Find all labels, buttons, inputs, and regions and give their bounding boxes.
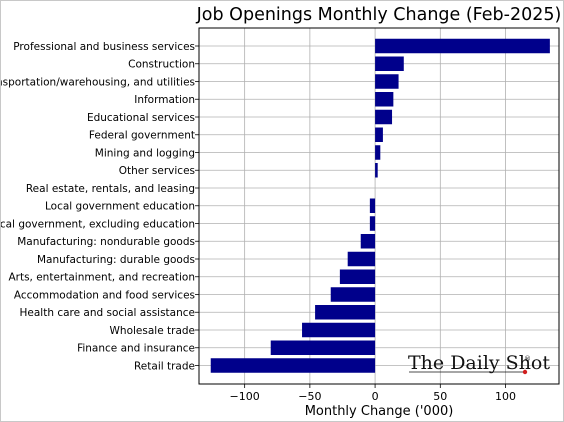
category-label: Retail trade bbox=[134, 360, 195, 372]
x-tick-label: −100 bbox=[230, 390, 260, 403]
category-label: Other services bbox=[119, 165, 195, 177]
chart-title: Job Openings Monthly Change (Feb-2025) bbox=[196, 5, 562, 25]
bar bbox=[375, 38, 550, 54]
daily-shot-watermark: The Daily Shot ® bbox=[408, 352, 550, 375]
bar bbox=[302, 322, 376, 338]
bar bbox=[375, 56, 404, 71]
category-label: Accommodation and food services bbox=[14, 289, 195, 301]
category-label: Mining and logging bbox=[95, 147, 195, 159]
category-label: Finance and insurance bbox=[77, 343, 195, 355]
bar bbox=[375, 145, 381, 160]
x-axis-label: Monthly Change ('000) bbox=[305, 404, 454, 419]
bar bbox=[369, 198, 376, 213]
watermark-registered-mark: ® bbox=[524, 355, 531, 363]
bar bbox=[339, 269, 376, 284]
watermark-red-dot bbox=[522, 369, 528, 375]
category-label: Health care and social assistance bbox=[20, 307, 195, 319]
bar bbox=[375, 109, 393, 125]
category-label: Manufacturing: durable goods bbox=[37, 254, 195, 266]
grid-layer bbox=[199, 28, 559, 384]
bar bbox=[369, 216, 376, 231]
plot-area bbox=[198, 27, 560, 385]
x-tick-label: −50 bbox=[298, 390, 321, 403]
category-label: Educational services bbox=[87, 112, 195, 124]
category-label: Manufacturing: nondurable goods bbox=[17, 236, 195, 248]
category-label: Local government, excluding education bbox=[1, 218, 195, 230]
x-tick-label: 0 bbox=[372, 390, 379, 403]
x-tick-label: 100 bbox=[495, 390, 516, 403]
bar bbox=[375, 92, 394, 107]
bar-layer bbox=[210, 38, 550, 373]
category-label: Local government education bbox=[45, 201, 195, 213]
category-label: Real estate, rentals, and leasing bbox=[26, 183, 195, 195]
category-labels: Professional and business services Constr… bbox=[1, 41, 195, 372]
bar bbox=[315, 305, 376, 320]
bar bbox=[330, 287, 376, 302]
bar bbox=[210, 358, 376, 373]
watermark-text: The Daily Shot bbox=[408, 352, 550, 374]
bar bbox=[347, 251, 376, 267]
category-label: Federal government bbox=[89, 130, 195, 142]
bar bbox=[375, 163, 378, 178]
category-label: Construction bbox=[128, 59, 195, 71]
bar bbox=[375, 74, 399, 89]
x-tick-label: 50 bbox=[433, 390, 447, 403]
x-tick-labels: −100 −50 0 50 100 bbox=[195, 45, 516, 403]
category-label: Information bbox=[134, 94, 195, 106]
category-label: Arts, entertainment, and recreation bbox=[8, 272, 195, 284]
bar bbox=[270, 340, 376, 355]
category-label: Wholesale trade bbox=[110, 325, 195, 337]
category-label: Transportation/warehousing, and utilitie… bbox=[1, 76, 195, 88]
bar bbox=[375, 127, 383, 142]
bar bbox=[360, 234, 376, 249]
category-label: Professional and business services bbox=[13, 41, 195, 53]
